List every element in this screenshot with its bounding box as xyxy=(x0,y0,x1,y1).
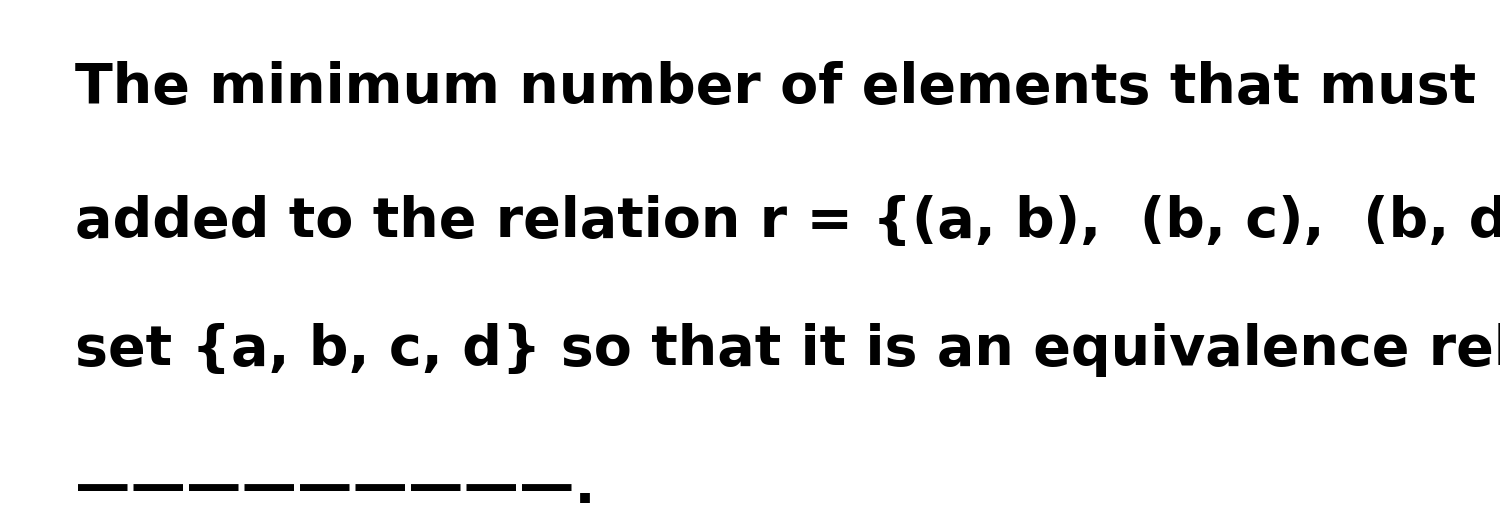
Text: added to the relation r = {(a, b),  (b, c),  (b, d)} on the: added to the relation r = {(a, b), (b, c… xyxy=(75,195,1500,248)
Text: set {a, b, c, d} so that it is an equivalence relation, is: set {a, b, c, d} so that it is an equiva… xyxy=(75,323,1500,376)
Text: The minimum number of elements that must be: The minimum number of elements that must… xyxy=(75,61,1500,115)
Text: —————————.: —————————. xyxy=(75,461,596,512)
